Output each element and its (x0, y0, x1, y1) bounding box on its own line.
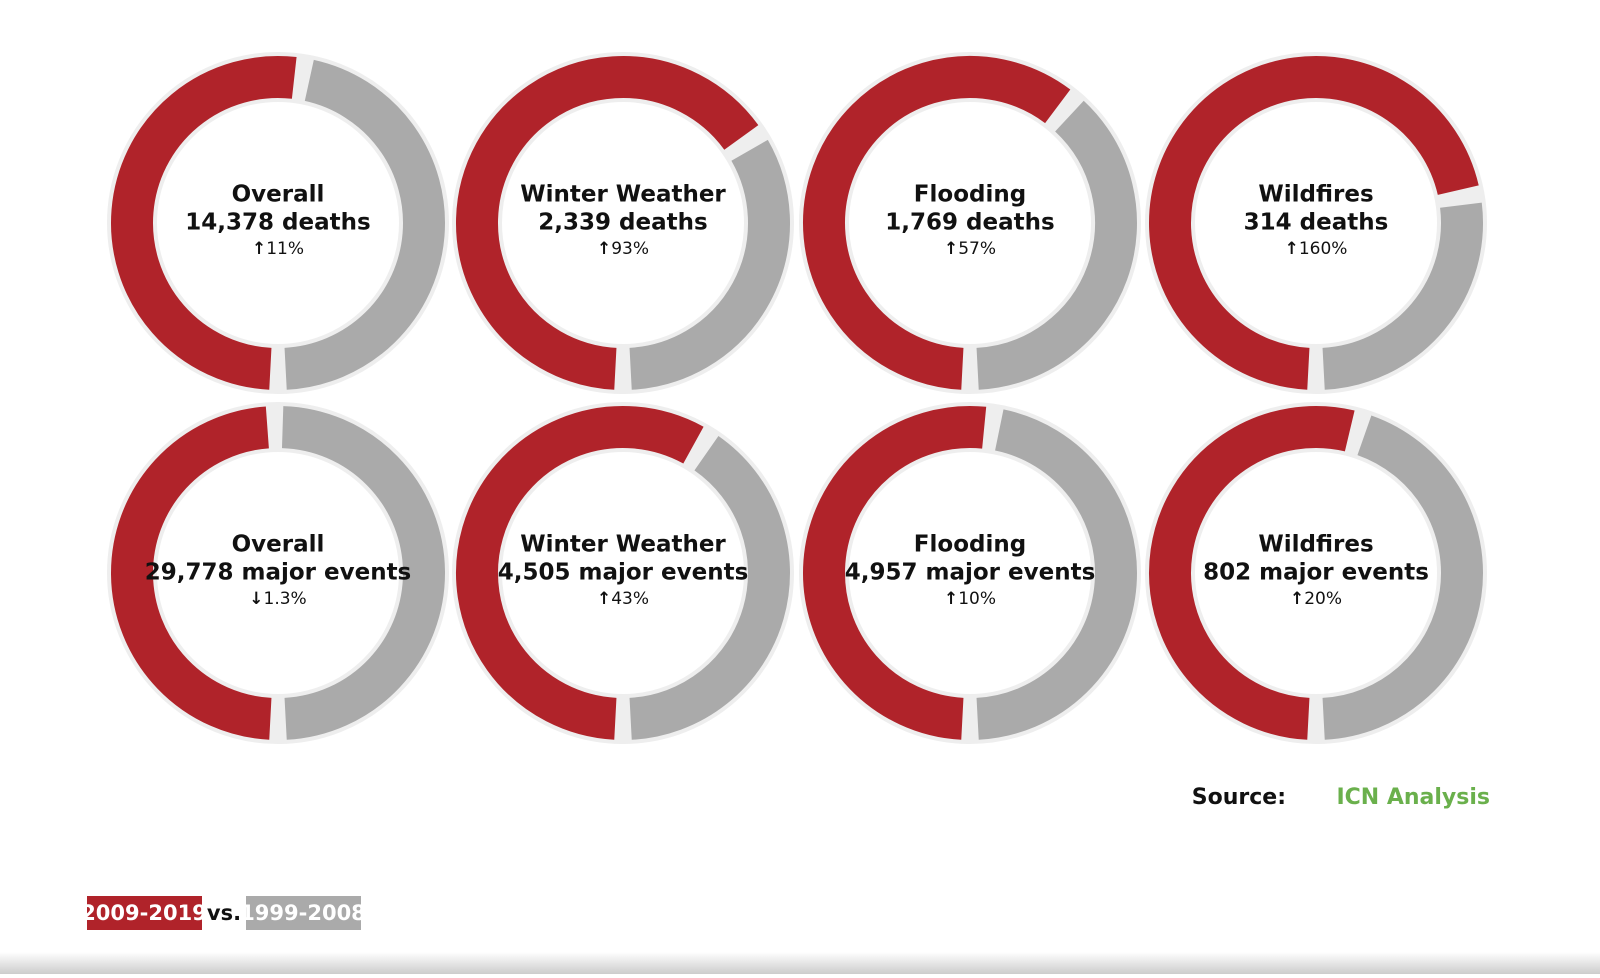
donut-change: ↑11% (252, 239, 304, 259)
donut-title: Overall (232, 532, 325, 558)
donut-total: 802 major events (1203, 560, 1429, 586)
donut-title: Winter Weather (520, 532, 726, 558)
donut-change: ↑20% (1290, 589, 1342, 609)
donut-segment (1322, 202, 1483, 390)
donut-change: ↓1.3% (249, 589, 306, 609)
change-arrow: ↑ (1290, 589, 1304, 609)
change-arrow: ↑ (944, 239, 958, 259)
donut-segment (803, 406, 987, 740)
donut-segment (629, 435, 790, 740)
legend-label: 1999-2008 (240, 901, 366, 925)
legend-swatch (246, 896, 361, 930)
donut-segment (976, 409, 1137, 740)
donut-segment (629, 139, 790, 390)
change-arrow: ↑ (597, 589, 611, 609)
donut-segment (111, 56, 297, 390)
donut-change: ↑10% (944, 589, 996, 609)
donut-title: Flooding (914, 532, 1026, 558)
source-label: Source: (1192, 785, 1286, 810)
donut-total: 4,505 major events (498, 560, 749, 586)
donut-segment (281, 406, 445, 740)
donut-total: 14,378 deaths (185, 210, 370, 236)
donut-title: Wildfires (1258, 532, 1373, 558)
donut-segment (111, 406, 272, 740)
legend-swatch (87, 896, 202, 930)
donut-segment (803, 56, 1071, 390)
donut-title: Overall (232, 182, 325, 208)
donut-change: ↑93% (597, 239, 649, 259)
donut-total: 2,339 deaths (538, 210, 707, 236)
donut-segment (284, 59, 445, 390)
donut-segment (1149, 56, 1479, 390)
change-value: 10% (958, 589, 996, 609)
legend-joiner: vs. (207, 901, 241, 925)
change-arrow: ↑ (944, 589, 958, 609)
change-arrow: ↑ (597, 239, 611, 259)
donut-title: Winter Weather (520, 182, 726, 208)
donut-change: ↑43% (597, 589, 649, 609)
footer-shade (0, 952, 1600, 974)
change-value: 43% (611, 589, 649, 609)
donut-total: 314 deaths (1244, 210, 1389, 236)
donut-total: 4,957 major events (845, 560, 1096, 586)
change-arrow: ↑ (252, 239, 266, 259)
change-value: 11% (266, 239, 304, 259)
change-arrow: ↓ (249, 589, 263, 609)
donut-title: Flooding (914, 182, 1026, 208)
donut-total: 29,778 major events (145, 560, 412, 586)
legend-label: 2009-2019 (81, 901, 207, 925)
donut-change: ↑57% (944, 239, 996, 259)
donut-segment (456, 56, 759, 390)
source: ICN Analysis (1336, 785, 1490, 810)
change-value: 57% (958, 239, 996, 259)
change-value: 1.3% (264, 589, 307, 609)
change-value: 20% (1304, 589, 1342, 609)
change-arrow: ↑ (1285, 239, 1299, 259)
donut-segment (976, 100, 1137, 390)
change-value: 93% (611, 239, 649, 259)
change-value: 160% (1299, 239, 1348, 259)
donut-segment (1322, 415, 1483, 740)
donut-total: 1,769 deaths (885, 210, 1054, 236)
donut-segment (1149, 406, 1355, 740)
donut-title: Wildfires (1258, 182, 1373, 208)
donut-segment (456, 406, 704, 740)
donut-change: ↑160% (1285, 239, 1348, 259)
